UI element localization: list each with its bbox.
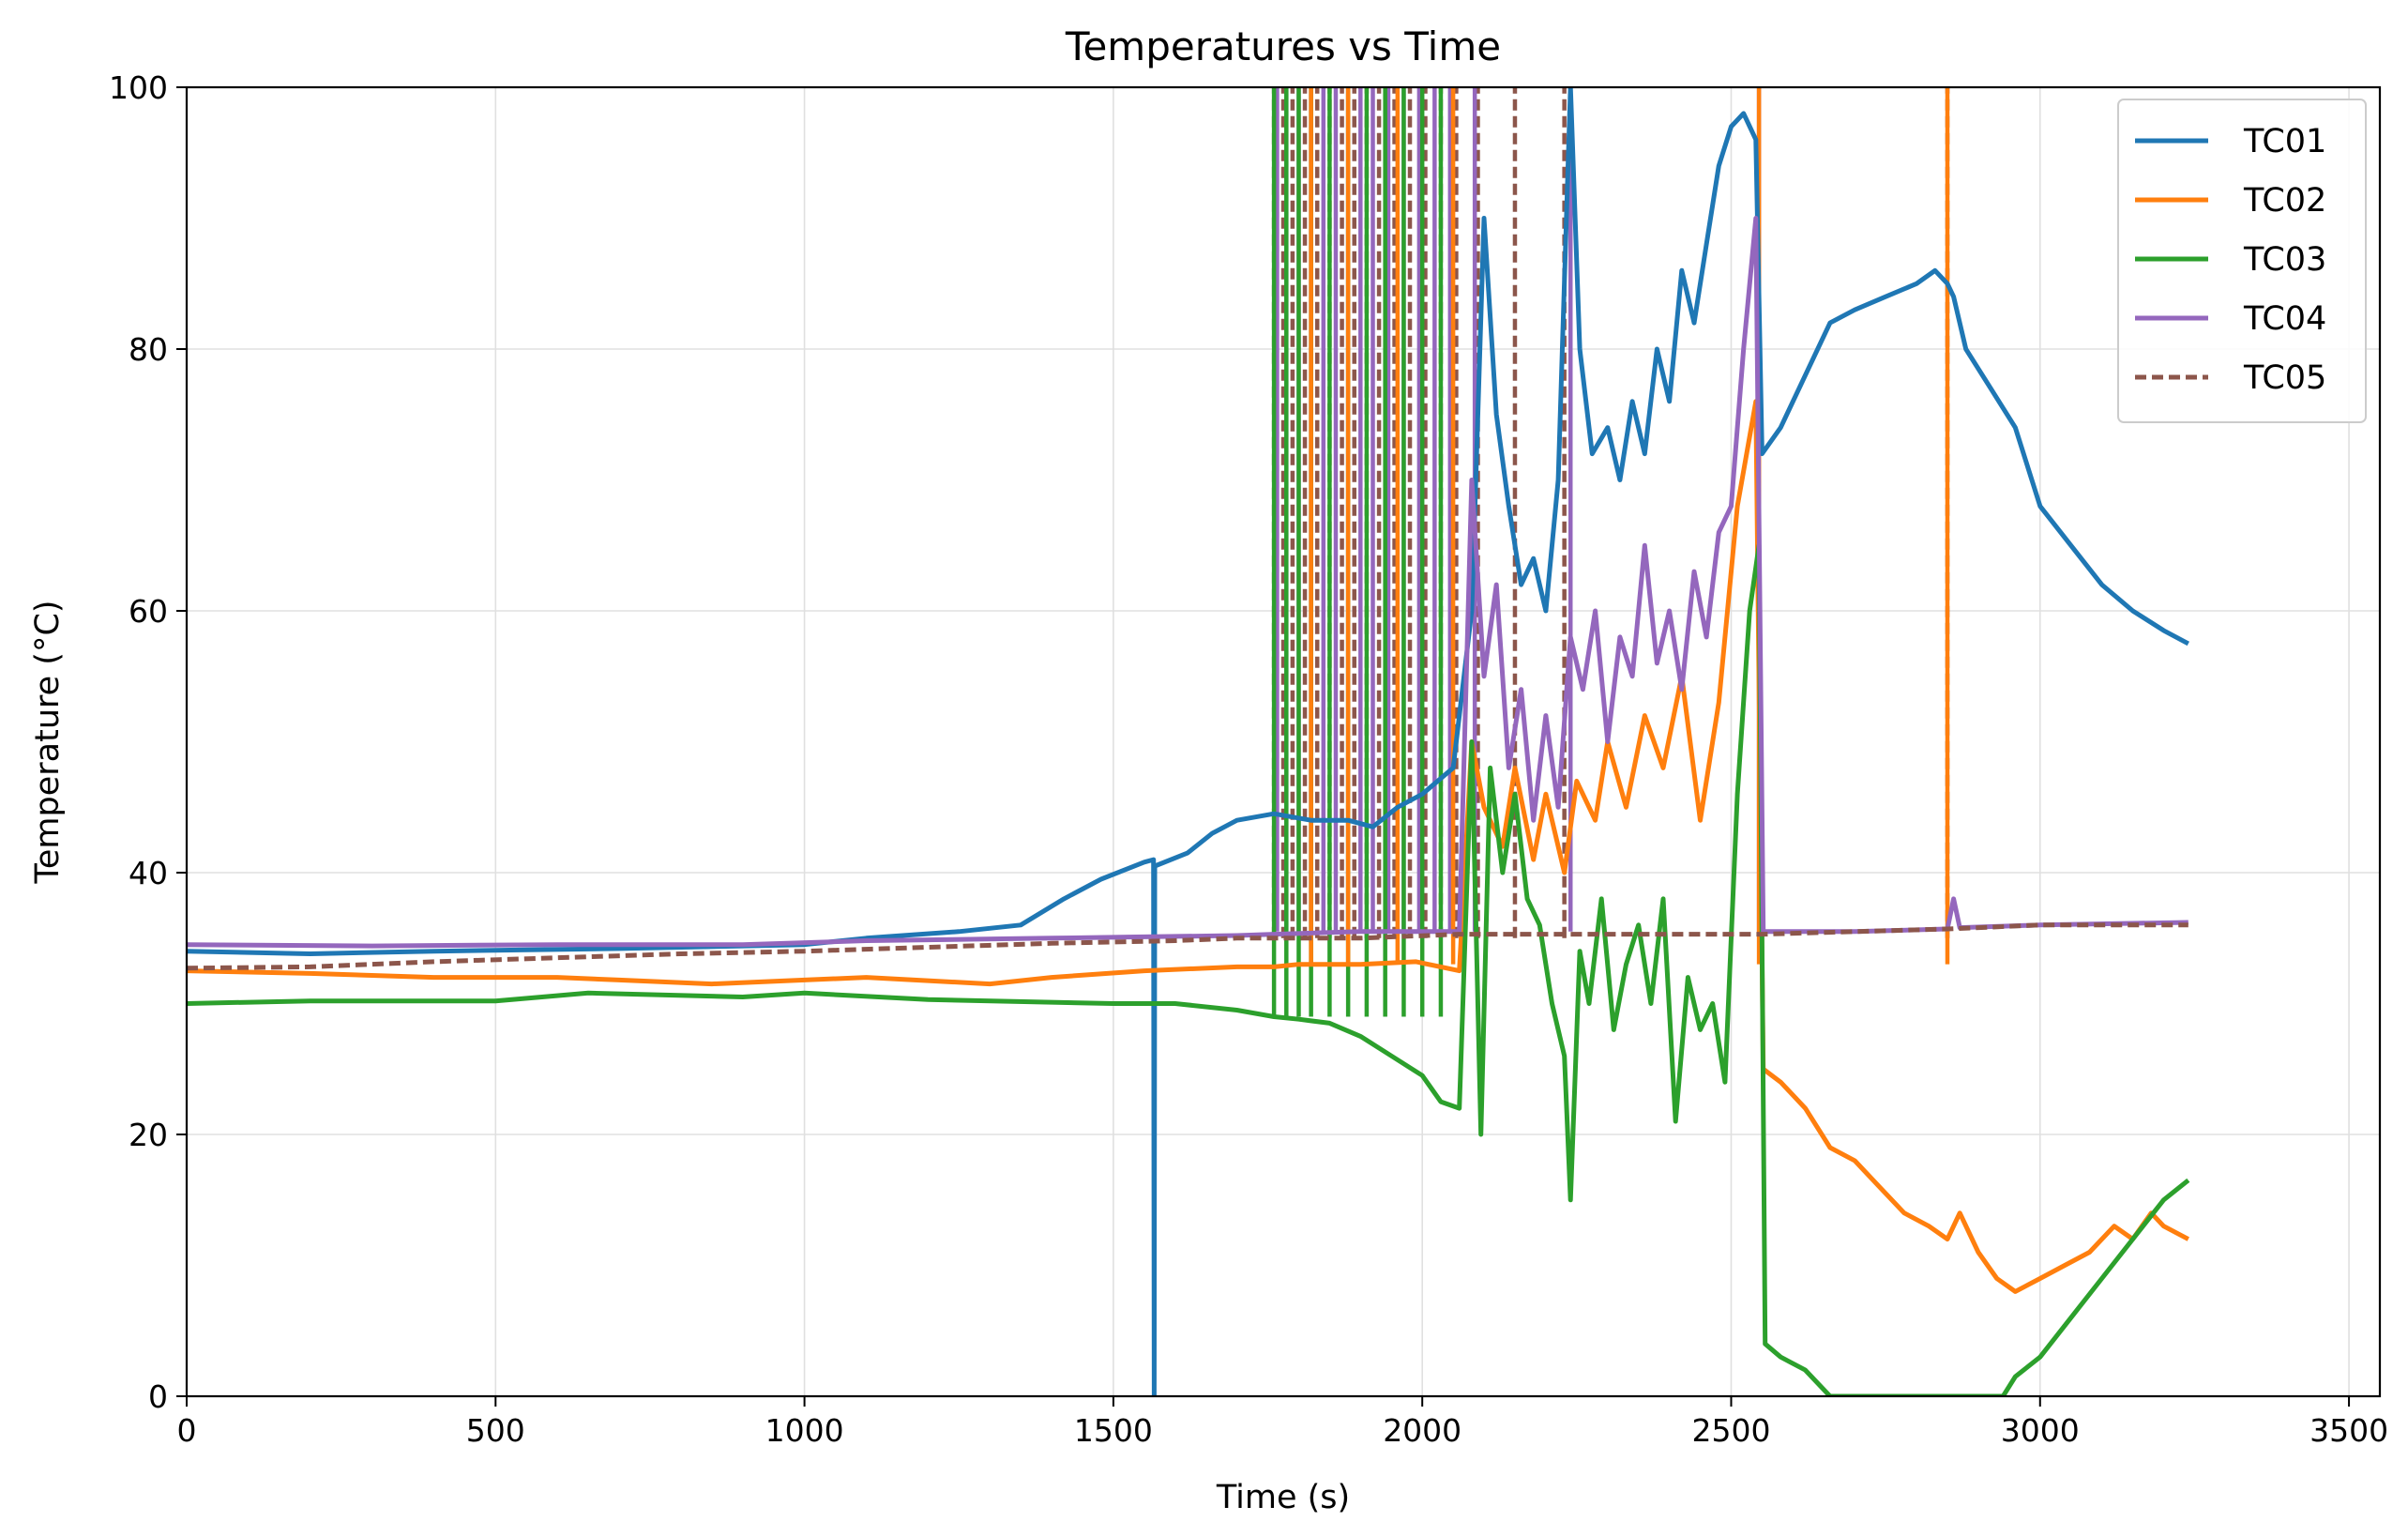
series-line-tc01 — [187, 87, 2189, 1396]
legend-label: TC05 — [2243, 359, 2326, 397]
plot-frame — [185, 85, 2382, 1398]
x-tick-label: 3500 — [2310, 1412, 2388, 1449]
series-line-tc02 — [187, 399, 2189, 1294]
x-tick-label: 2500 — [1691, 1412, 1770, 1449]
ticks: 0 500 1000 1500 2000 2500 3000 3500 0 20 40 60 80 100 — [109, 69, 2388, 1449]
legend-label: TC04 — [2243, 300, 2326, 338]
legend: TC01 TC02 TC03 TC04 TC05 — [2117, 99, 2367, 423]
series-line-tc03 — [187, 542, 2190, 1396]
x-tick-label: 1500 — [1074, 1412, 1153, 1449]
series-layer — [187, 87, 2190, 1396]
x-tick-label: 1000 — [765, 1412, 844, 1449]
legend-label: TC02 — [2243, 182, 2326, 220]
chart-title: Temperatures vs Time — [1065, 23, 1501, 69]
x-tick-label: 2000 — [1383, 1412, 1461, 1449]
y-tick-label: 100 — [109, 69, 168, 106]
y-tick-label: 20 — [129, 1117, 168, 1153]
x-tick-label: 500 — [466, 1412, 525, 1449]
x-tick-label: 3000 — [2001, 1412, 2080, 1449]
y-tick-label: 0 — [148, 1378, 168, 1415]
y-axis-label: Temperature (°C) — [29, 600, 67, 884]
x-axis-label: Time (s) — [1216, 1479, 1350, 1516]
y-tick-label: 80 — [129, 331, 168, 368]
legend-label: TC03 — [2243, 241, 2326, 279]
legend-box — [2117, 99, 2367, 423]
legend-label: TC01 — [2243, 123, 2326, 160]
series-line-tc04 — [187, 216, 2188, 949]
y-tick-label: 40 — [129, 855, 168, 891]
x-tick-label: 0 — [177, 1412, 197, 1449]
y-tick-label: 60 — [129, 593, 168, 630]
series-line-tc05 — [187, 922, 2188, 971]
